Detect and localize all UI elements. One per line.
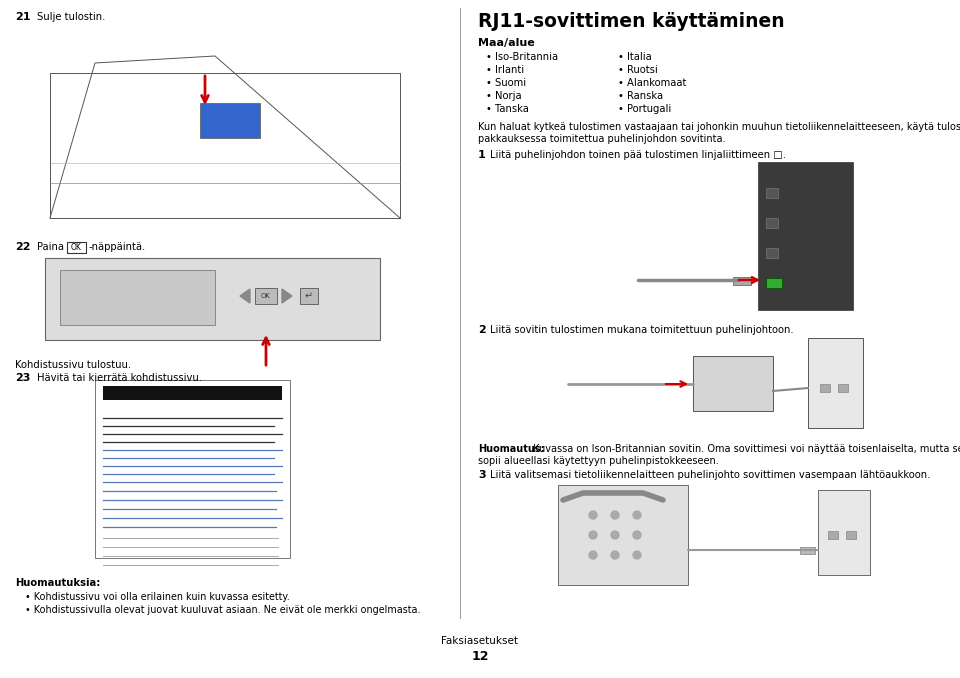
- Text: sopii alueellasi käytettyyn puhelinpistokkeeseen.: sopii alueellasi käytettyyn puhelinpisto…: [478, 456, 719, 466]
- Bar: [200, 103, 260, 138]
- Circle shape: [633, 511, 641, 519]
- Bar: [766, 218, 778, 228]
- Text: • Suomi: • Suomi: [486, 78, 526, 88]
- FancyBboxPatch shape: [66, 241, 85, 252]
- Text: • Tanska: • Tanska: [486, 104, 529, 114]
- Text: Faksiasetukset: Faksiasetukset: [442, 636, 518, 646]
- Text: RJ11-sovittimen käyttäminen: RJ11-sovittimen käyttäminen: [478, 12, 784, 31]
- Text: 22: 22: [15, 242, 31, 252]
- Text: ↵: ↵: [305, 291, 313, 301]
- Bar: [558, 485, 688, 585]
- Bar: [828, 531, 838, 539]
- Bar: [40, 28, 410, 223]
- Text: • Portugali: • Portugali: [618, 104, 671, 114]
- Bar: [95, 380, 290, 558]
- Circle shape: [589, 531, 597, 539]
- Text: 21: 21: [15, 12, 31, 22]
- Bar: [766, 188, 778, 198]
- Text: pakkauksessa toimitettua puhelinjohdon sovitinta.: pakkauksessa toimitettua puhelinjohdon s…: [478, 134, 726, 144]
- Bar: [800, 547, 815, 554]
- Bar: [758, 162, 853, 310]
- Text: 23: 23: [15, 373, 31, 383]
- Bar: [45, 258, 380, 340]
- Bar: [60, 270, 215, 325]
- Circle shape: [589, 511, 597, 519]
- Text: OK: OK: [71, 243, 82, 252]
- Bar: [733, 277, 751, 285]
- Text: • Ranska: • Ranska: [618, 91, 663, 101]
- Text: 2: 2: [478, 325, 486, 335]
- Text: Huomautuksia:: Huomautuksia:: [15, 578, 101, 588]
- Text: Paina: Paina: [37, 242, 67, 252]
- Circle shape: [611, 551, 619, 559]
- Text: -näppäintä.: -näppäintä.: [89, 242, 146, 252]
- Text: Kun haluat kytkeä tulostimen vastaajaan tai johonkin muuhun tietoliikennelaittee: Kun haluat kytkeä tulostimen vastaajaan …: [478, 122, 960, 132]
- Text: 3: 3: [478, 470, 486, 480]
- Bar: [766, 278, 782, 288]
- Text: • Ruotsi: • Ruotsi: [618, 65, 658, 75]
- Text: Maa/alue: Maa/alue: [478, 38, 535, 48]
- Text: Liitä valitsemasi tietoliikennelaitteen puhelinjohto sovittimen vasempaan lähtöa: Liitä valitsemasi tietoliikennelaitteen …: [490, 470, 930, 480]
- Bar: [255, 288, 277, 304]
- Text: Liitä puhelinjohdon toinen pää tulostimen linjaliittimeen □.: Liitä puhelinjohdon toinen pää tulostime…: [490, 150, 786, 160]
- Text: Huomautus:: Huomautus:: [478, 444, 544, 454]
- Bar: [766, 248, 778, 258]
- Text: • Kohdistussivu voi olla erilainen kuin kuvassa esitetty.: • Kohdistussivu voi olla erilainen kuin …: [25, 592, 290, 602]
- Text: Kuvassa on Ison-Britannian sovitin. Oma sovittimesi voi näyttää toisenlaiselta, : Kuvassa on Ison-Britannian sovitin. Oma …: [530, 444, 960, 454]
- Text: • Kohdistussivulla olevat juovat kuuluvat asiaan. Ne eivät ole merkki ongelmasta: • Kohdistussivulla olevat juovat kuuluva…: [25, 605, 420, 615]
- Circle shape: [633, 551, 641, 559]
- Text: Sulje tulostin.: Sulje tulostin.: [37, 12, 106, 22]
- Bar: [103, 386, 282, 400]
- Text: • Alankomaat: • Alankomaat: [618, 78, 686, 88]
- Text: Liitä sovitin tulostimen mukana toimitettuun puhelinjohtoon.: Liitä sovitin tulostimen mukana toimitet…: [490, 325, 794, 335]
- Text: 1: 1: [478, 150, 486, 160]
- Circle shape: [611, 511, 619, 519]
- Text: • Norja: • Norja: [486, 91, 521, 101]
- Polygon shape: [282, 289, 292, 303]
- Bar: [693, 356, 773, 411]
- Text: • Irlanti: • Irlanti: [486, 65, 524, 75]
- Bar: [808, 338, 863, 428]
- Circle shape: [611, 531, 619, 539]
- Text: 12: 12: [471, 650, 489, 663]
- Text: Kohdistussivu tulostuu.: Kohdistussivu tulostuu.: [15, 360, 132, 370]
- Text: Hävitä tai kierrätä kohdistussivu.: Hävitä tai kierrätä kohdistussivu.: [37, 373, 202, 383]
- Text: OK: OK: [261, 293, 271, 299]
- Polygon shape: [240, 289, 250, 303]
- Bar: [846, 531, 856, 539]
- Bar: [820, 384, 830, 392]
- Text: • Italia: • Italia: [618, 52, 652, 62]
- Bar: [838, 384, 848, 392]
- Bar: [300, 288, 318, 304]
- Text: • Iso-Britannia: • Iso-Britannia: [486, 52, 558, 62]
- Circle shape: [633, 531, 641, 539]
- Circle shape: [589, 551, 597, 559]
- Bar: [818, 490, 870, 575]
